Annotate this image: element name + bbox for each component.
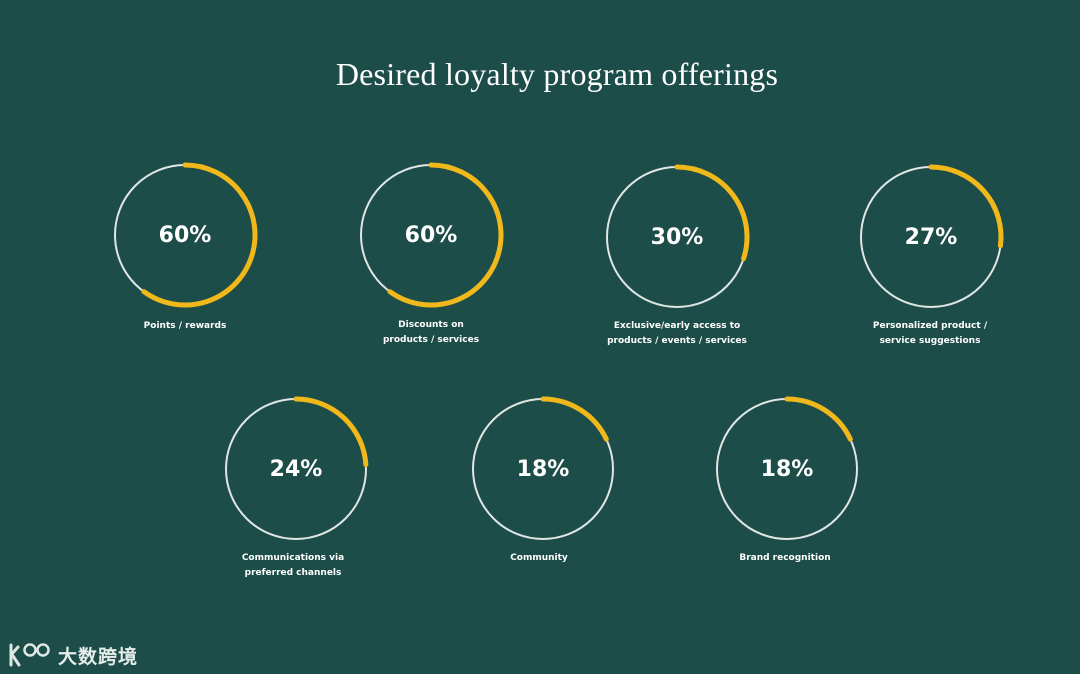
label-line: products / events / services bbox=[607, 336, 747, 346]
label-line: Community bbox=[510, 553, 568, 563]
donut-progress-arc bbox=[141, 162, 258, 308]
label-line: preferred channels bbox=[244, 568, 342, 578]
donut-svg bbox=[472, 396, 614, 540]
label-line: Exclusive/early access to bbox=[613, 321, 741, 331]
donut-exclusive-access: 30% bbox=[602, 162, 752, 312]
donut-value-label: 18% bbox=[516, 456, 570, 482]
donut-value-label: 60% bbox=[404, 222, 458, 248]
donut-category-label: Discounts on products / services bbox=[341, 318, 521, 348]
label-line: Personalized product / bbox=[872, 321, 988, 331]
donut-value-label: 27% bbox=[904, 224, 958, 250]
watermark-text: 大数跨境 bbox=[58, 645, 139, 668]
k100-logo-icon bbox=[9, 643, 50, 667]
donut-svg bbox=[114, 162, 258, 308]
chart-title: Desired loyalty program offerings bbox=[335, 56, 779, 92]
donut-category-label: Brand recognition bbox=[695, 551, 875, 566]
donut-community: 18% bbox=[468, 394, 618, 544]
donut-svg bbox=[716, 396, 858, 540]
donut-brand-recognition: 18% bbox=[712, 394, 862, 544]
label-line: service suggestions bbox=[879, 336, 981, 346]
donut-svg bbox=[606, 164, 750, 308]
donut-category-label: Communications via preferred channels bbox=[203, 551, 383, 581]
label-line: Communications via bbox=[241, 553, 345, 563]
donut-discounts: 60% bbox=[356, 160, 506, 310]
donut-progress-arc bbox=[293, 396, 369, 468]
donut-value-label: 60% bbox=[158, 222, 212, 248]
donut-communications: 24% bbox=[221, 394, 371, 544]
donut-value-label: 18% bbox=[760, 456, 814, 482]
donut-personalized: 27% bbox=[856, 162, 1006, 312]
donut-category-label: Exclusive/early access to products / eve… bbox=[587, 319, 767, 349]
label-line: products / services bbox=[382, 335, 480, 345]
donut-category-label: Community bbox=[449, 551, 629, 566]
label-line: Discounts on bbox=[398, 320, 464, 330]
donut-category-label: Personalized product / service suggestio… bbox=[840, 319, 1020, 349]
donut-progress-arc bbox=[784, 396, 853, 442]
donut-progress-arc bbox=[540, 396, 609, 442]
donut-progress-arc bbox=[674, 164, 750, 262]
donut-points-rewards: 60% bbox=[110, 160, 260, 310]
label-line: Brand recognition bbox=[739, 553, 831, 563]
donut-value-label: 30% bbox=[650, 224, 704, 250]
donut-svg bbox=[860, 164, 1004, 308]
donut-value-label: 24% bbox=[269, 456, 323, 482]
donut-svg bbox=[225, 396, 369, 540]
donut-progress-arc bbox=[928, 164, 1004, 249]
watermark: 大数跨境 bbox=[8, 638, 138, 672]
donut-svg bbox=[360, 162, 504, 308]
donut-progress-arc bbox=[387, 162, 504, 308]
label-line: Points / rewards bbox=[143, 321, 227, 331]
donut-category-label: Points / rewards bbox=[95, 319, 275, 334]
